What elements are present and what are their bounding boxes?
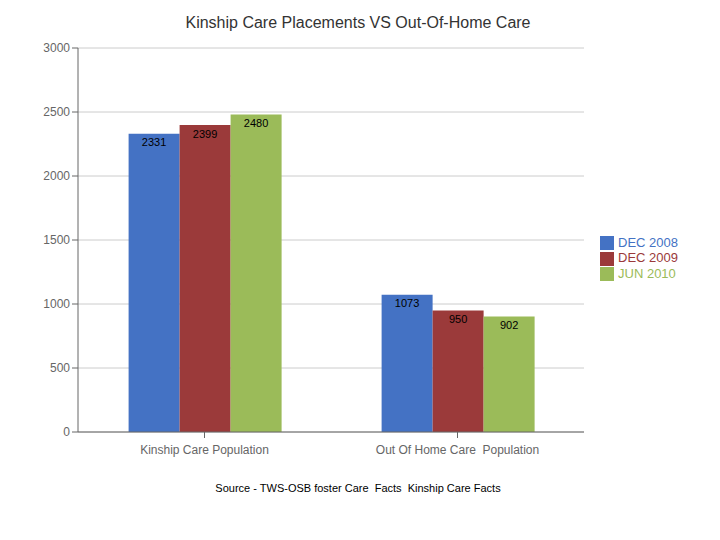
svg-text:Kinship Care Population: Kinship Care Population [140,443,269,457]
svg-text:2399: 2399 [193,128,217,140]
html-text:DEC 2008: DEC 2008 [618,234,678,250]
svg-text:950: 950 [449,313,467,325]
html-text:Kinship Care Placements VS Out: Kinship Care Placements VS Out-Of-Home C… [185,14,531,31]
svg-text:902: 902 [500,319,518,331]
svg-text:1073: 1073 [395,297,419,309]
html-text:JUN 2010: JUN 2010 [618,265,676,281]
svg-text:2500: 2500 [43,105,70,119]
svg-text:0: 0 [63,425,70,439]
html-text:DEC 2009: DEC 2009 [618,250,678,266]
svg-text:2331: 2331 [142,136,166,148]
html-text:Source - TWS-OSB foster Care F: Source - TWS-OSB foster Care Facts Kinsh… [215,482,501,494]
svg-text:500: 500 [50,361,70,375]
svg-text:2000: 2000 [43,169,70,183]
svg-text:3000: 3000 [43,41,70,55]
svg-text:Out Of Home Care Population: Out Of Home Care Population [376,443,539,457]
svg-text:1000: 1000 [43,297,70,311]
svg-text:1500: 1500 [43,233,70,247]
svg-text:2480: 2480 [244,117,268,129]
